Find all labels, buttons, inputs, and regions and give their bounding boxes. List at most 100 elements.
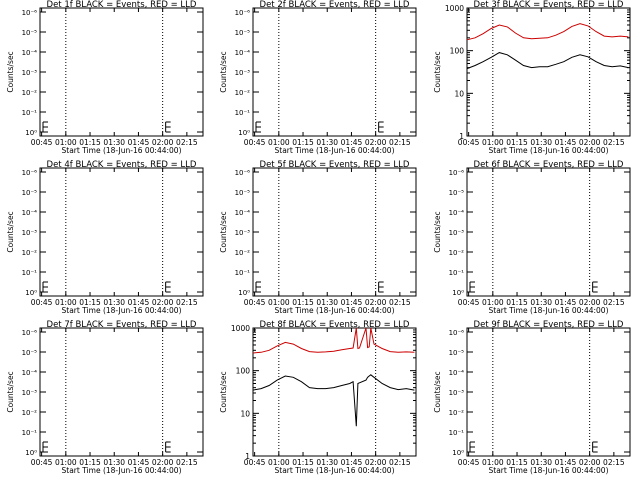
plot-frame [39, 327, 204, 457]
y-tick-label: 10⁻⁶ [22, 329, 38, 337]
x-tick-label: 01:45 [341, 298, 363, 307]
x-tick-label: 02:00 [579, 298, 601, 307]
x-tick-label: 01:30 [316, 458, 338, 467]
y-axis-label: Counts/sec [6, 371, 15, 412]
x-tick-label: 01:30 [103, 298, 125, 307]
panel-det-5: Det 5f BLACK = Events, RED = LLD 00:45 01:… [219, 160, 417, 315]
x-tick-label: 01:00 [55, 138, 77, 147]
y-tick-label: 10⁻² [449, 409, 465, 417]
panel-title: Det 9f BLACK = Events, RED = LLD [474, 320, 624, 330]
events-series-line [252, 374, 415, 427]
x-tick-label: 01:00 [268, 138, 290, 147]
x-tick-label: 01:15 [506, 458, 528, 467]
x-tick-label: 01:00 [55, 458, 77, 467]
x-tick-label: 00:45 [458, 458, 480, 467]
x-tick-label: 01:45 [128, 298, 150, 307]
y-tick-label: 10⁻¹ [235, 109, 251, 117]
y-tick-label: 10⁻³ [449, 229, 465, 237]
y-tick-label: 10⁻¹ [449, 429, 465, 437]
y-tick-label: 1 [459, 132, 464, 141]
x-tick-label: 01:00 [482, 138, 504, 147]
x-tick-label: 01:30 [316, 138, 338, 147]
x-tick-label: 02:00 [365, 138, 387, 147]
x-axis-label: Start Time (18-Jun-16 00:44:00) [489, 146, 609, 155]
x-tick-label: 01:45 [555, 458, 577, 467]
y-tick-label: 10⁻⁴ [22, 369, 38, 377]
x-tick-label: 01:15 [506, 298, 528, 307]
y-tick-label: 10⁻⁴ [235, 49, 251, 57]
y-axis-label: Counts/sec [6, 211, 15, 252]
x-axis-label: Start Time (18-Jun-16 00:44:00) [275, 146, 395, 155]
x-tick-label: 02:00 [579, 138, 601, 147]
panel-title: Det 7f BLACK = Events, RED = LLD [47, 320, 197, 330]
y-tick-label: 1 [245, 452, 250, 461]
x-tick-label: 02:15 [176, 138, 198, 147]
y-tick-label: 10⁻¹ [22, 109, 38, 117]
x-tick-label: 01:45 [341, 138, 363, 147]
lld-series-line [252, 327, 415, 354]
y-tick-label: 10⁻⁶ [22, 9, 38, 17]
x-tick-label: 01:15 [79, 298, 101, 307]
x-axis-label: Start Time (18-Jun-16 00:44:00) [489, 466, 609, 475]
plot-frame [466, 7, 631, 137]
x-tick-label: 01:30 [530, 458, 552, 467]
x-tick-label: 01:15 [292, 298, 314, 307]
x-tick-label: 01:30 [103, 458, 125, 467]
x-tick-label: 01:45 [555, 138, 577, 147]
y-tick-label: 10⁻⁵ [235, 189, 251, 197]
events-series-line [466, 52, 629, 70]
y-tick-label: 10⁻⁴ [22, 209, 38, 217]
y-tick-label: 10⁻⁵ [22, 29, 38, 37]
x-tick-label: 01:30 [530, 138, 552, 147]
x-tick-label: 00:45 [244, 298, 266, 307]
y-tick-label: 10⁻² [449, 249, 465, 257]
y-tick-label: 10⁻⁵ [22, 349, 38, 357]
y-tick-label: 10⁻¹ [449, 269, 465, 277]
y-tick-label: 10⁻² [22, 409, 38, 417]
y-axis-label: Counts/sec [219, 371, 228, 412]
x-tick-label: 02:00 [152, 298, 174, 307]
x-tick-label: 01:00 [55, 298, 77, 307]
x-tick-label: 00:45 [31, 458, 53, 467]
x-tick-label: 00:45 [244, 138, 266, 147]
panel-det-9: Det 9f BLACK = Events, RED = LLD 00:45 01:… [433, 320, 631, 475]
x-tick-label: 01:45 [555, 298, 577, 307]
x-tick-label: 00:45 [458, 298, 480, 307]
y-axis-label: Counts/sec [433, 371, 442, 412]
y-tick-label: 10⁰ [452, 289, 464, 297]
y-tick-label: 10⁻² [22, 89, 38, 97]
plot-frame [252, 7, 417, 137]
x-tick-label: 02:00 [365, 458, 387, 467]
y-tick-label: 10⁻² [235, 89, 251, 97]
x-tick-label: 02:15 [176, 458, 198, 467]
y-tick-label: 10⁻⁵ [22, 189, 38, 197]
x-axis-label: Start Time (18-Jun-16 00:44:00) [275, 466, 395, 475]
plot-frame [39, 167, 204, 297]
panel-title: Det 5f BLACK = Events, RED = LLD [260, 160, 410, 170]
x-tick-label: 02:15 [603, 298, 625, 307]
y-tick-label: 10⁻¹ [22, 269, 38, 277]
y-tick-label: 10⁻³ [22, 229, 38, 237]
x-tick-label: 00:45 [458, 138, 480, 147]
y-tick-label: 10⁻³ [235, 229, 251, 237]
x-tick-label: 01:30 [316, 298, 338, 307]
x-tick-label: 02:15 [603, 458, 625, 467]
panel-title: Det 1f BLACK = Events, RED = LLD [47, 0, 197, 10]
y-tick-label: 100 [450, 47, 465, 56]
y-tick-label: 10⁻⁴ [449, 209, 465, 217]
x-tick-label: 02:15 [389, 458, 411, 467]
x-tick-label: 02:00 [152, 458, 174, 467]
y-tick-label: 10⁻⁵ [449, 349, 465, 357]
y-tick-label: 10⁻⁶ [449, 169, 465, 177]
x-tick-label: 01:00 [482, 298, 504, 307]
x-tick-label: 00:45 [31, 298, 53, 307]
x-tick-label: 02:15 [603, 138, 625, 147]
y-tick-label: 1000 [231, 324, 250, 333]
panel-title: Det 4f BLACK = Events, RED = LLD [47, 160, 197, 170]
